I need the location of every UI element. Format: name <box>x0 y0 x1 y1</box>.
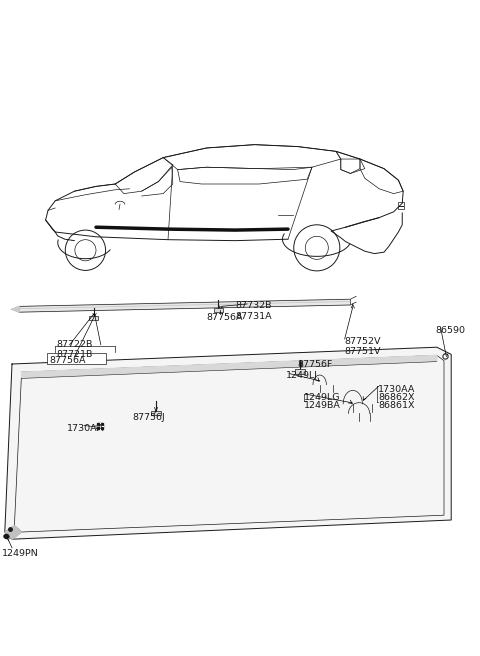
Polygon shape <box>5 525 22 539</box>
Text: 86862X: 86862X <box>378 393 415 401</box>
Text: 87756A: 87756A <box>206 313 243 321</box>
Text: 1249LJ: 1249LJ <box>286 371 318 380</box>
Polygon shape <box>19 299 350 312</box>
Text: 87756A: 87756A <box>49 356 86 365</box>
Bar <box>295 369 305 374</box>
Text: 87732B
87731A: 87732B 87731A <box>235 301 272 321</box>
FancyBboxPatch shape <box>398 202 404 209</box>
Text: 87752V
87751V: 87752V 87751V <box>345 337 381 356</box>
Polygon shape <box>5 347 451 539</box>
Polygon shape <box>12 306 19 312</box>
Text: 1249BA: 1249BA <box>304 401 341 410</box>
Text: 1249LG: 1249LG <box>304 393 341 401</box>
Bar <box>214 308 223 312</box>
Bar <box>89 316 98 320</box>
Text: 1730AA: 1730AA <box>378 384 416 394</box>
FancyBboxPatch shape <box>47 353 106 365</box>
Bar <box>151 411 161 415</box>
Polygon shape <box>22 356 437 377</box>
Text: 87756F: 87756F <box>298 359 333 369</box>
Text: 86861X: 86861X <box>378 401 415 410</box>
Text: 87756J: 87756J <box>132 413 165 422</box>
Text: 86590: 86590 <box>436 325 466 335</box>
Text: 1249PN: 1249PN <box>2 549 39 558</box>
Text: 87722B
87721B: 87722B 87721B <box>57 340 93 359</box>
Text: 1730AA: 1730AA <box>67 424 105 433</box>
